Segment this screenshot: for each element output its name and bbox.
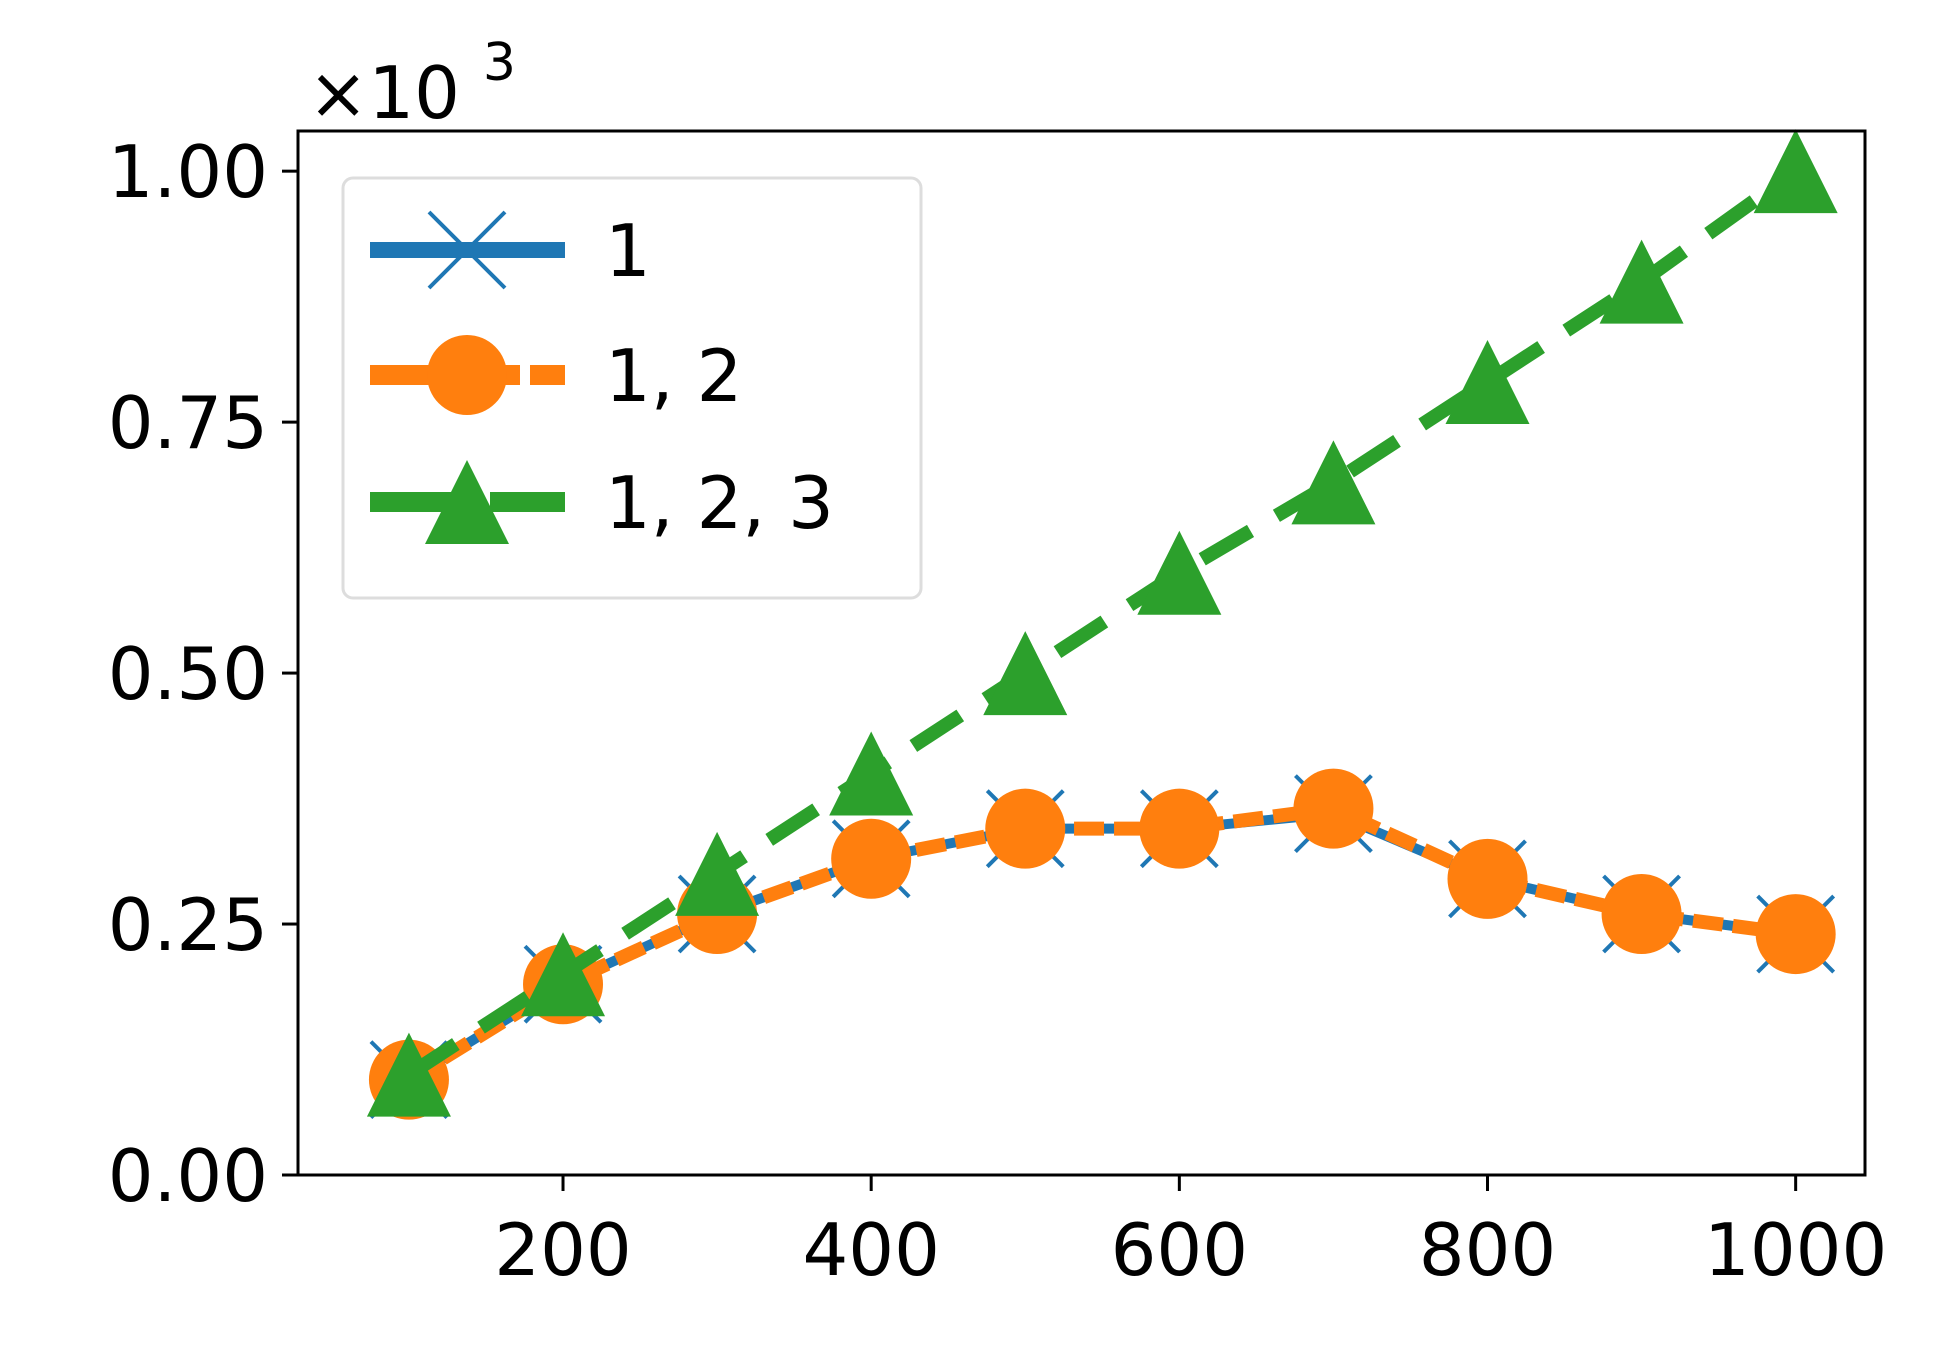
data-point: [1599, 239, 1684, 324]
data-point: [1293, 768, 1374, 849]
legend-label: 1, 2, 3: [605, 461, 834, 545]
plot-frame: [296, 129, 1867, 1177]
multiplier-label: ×10 3: [308, 33, 516, 135]
svg-text:×10 3: ×10 3: [308, 33, 516, 135]
legend-label: 1, 2: [605, 334, 742, 418]
y-tick-label: 0.50: [108, 632, 268, 716]
data-point: [1445, 339, 1530, 424]
data-point: [521, 932, 606, 1017]
y-tick-label: 0.75: [108, 381, 268, 465]
legend-entry: 1, 2: [370, 334, 742, 418]
series-line: [406, 808, 1797, 1084]
legend-entry: 1: [370, 209, 651, 293]
y-tick-label: 0.00: [108, 1134, 268, 1218]
legend-label: 1: [605, 209, 651, 293]
y-tick-label: 0.25: [108, 883, 268, 967]
series-3: [366, 129, 1838, 1117]
data-point: [1601, 874, 1682, 954]
plot-series: [366, 129, 1838, 1120]
multiplier-exponent: 3: [483, 33, 516, 93]
x-tick-label: 200: [494, 1208, 631, 1292]
legend-marker: [427, 335, 507, 415]
x-axis: 200 400 600 800 1000: [494, 1175, 1887, 1292]
data-point: [1753, 129, 1838, 214]
x-tick-label: 600: [1111, 1208, 1248, 1292]
legend-entry: 1, 2, 3: [370, 460, 834, 545]
data-point: [675, 831, 760, 916]
x-tick-label: 800: [1419, 1208, 1556, 1292]
data-point: [983, 631, 1068, 716]
data-point: [1447, 838, 1528, 919]
series-2: [368, 768, 1836, 1120]
x-tick-label: 1000: [1704, 1208, 1887, 1292]
data-point: [366, 1032, 451, 1117]
data-point: [1755, 894, 1836, 975]
data-point: [1139, 788, 1220, 869]
legend: 1 1, 2 1, 2, 3: [341, 176, 923, 600]
multiplier-base: ×10: [308, 51, 460, 135]
data-point: [829, 731, 914, 816]
data-point: [831, 818, 912, 899]
legend-marker: [425, 460, 509, 544]
series-line: [405, 801, 1797, 1086]
y-tick-label: 1.00: [108, 130, 268, 214]
series-line: [405, 165, 1800, 1081]
legend-box: [341, 176, 923, 600]
legend-marker: [427, 210, 507, 290]
data-point: [985, 788, 1066, 869]
data-point: [1291, 440, 1376, 525]
x-tick-label: 400: [802, 1208, 939, 1292]
y-axis: 0.00 0.25 0.50 0.75 1.00: [108, 130, 298, 1218]
data-point: [1137, 530, 1222, 615]
